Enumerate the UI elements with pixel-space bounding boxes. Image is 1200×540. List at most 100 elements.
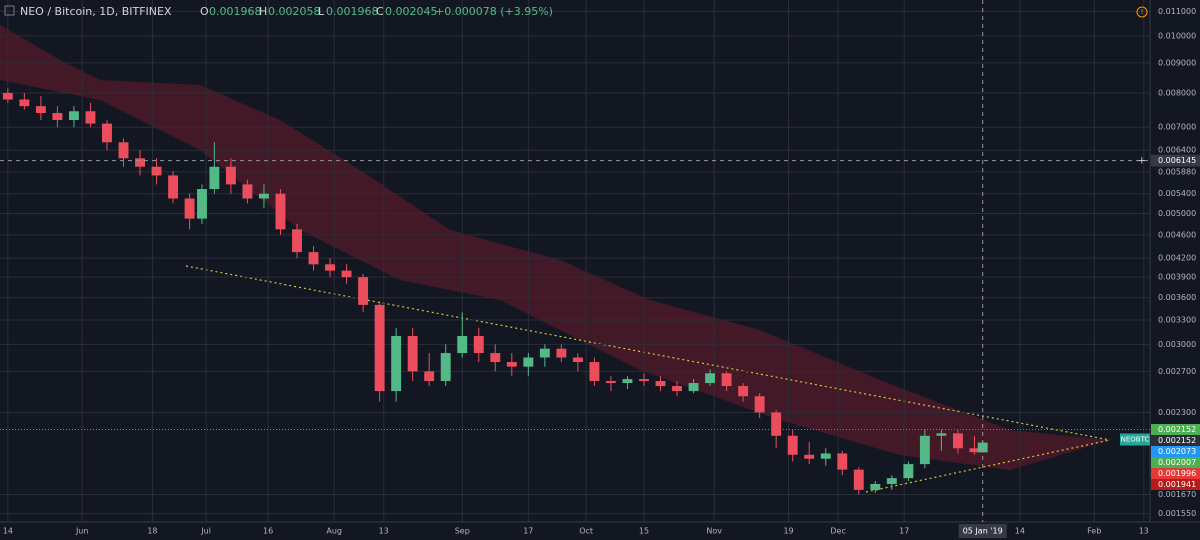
price-marker: [1151, 468, 1200, 480]
x-tick-label: Sep: [455, 527, 470, 536]
x-tick-label: 14: [1015, 527, 1025, 536]
x-tick-label: 13: [379, 527, 389, 536]
ohlc-value: 0.002058: [268, 5, 321, 18]
crosshair-price: 0.006145: [1158, 156, 1196, 165]
candle-body: [539, 348, 550, 358]
candle-body: [35, 106, 46, 113]
ohlc-value: 0.001968: [209, 5, 262, 18]
crosshair-price-box: [1151, 154, 1200, 167]
y-tick-label: 0.001670: [1158, 490, 1196, 499]
candle-body: [135, 158, 145, 167]
candle-body: [639, 379, 649, 382]
symbol-label: NEOBTC: [1121, 436, 1150, 444]
y-tick-label: 0.007000: [1158, 123, 1196, 132]
y-tick-label: 0.005000: [1158, 209, 1196, 218]
candle-body: [184, 198, 195, 219]
price-marker-label: 0.002152: [1158, 436, 1196, 445]
price-marker-label: 0.002152: [1158, 425, 1196, 434]
candle-body: [168, 175, 179, 199]
x-tick-label: Aug: [326, 527, 342, 536]
x-tick-label: Jul: [200, 527, 211, 536]
candle-body: [853, 469, 864, 490]
x-tick-label: 19: [783, 527, 793, 536]
candle-body: [837, 453, 848, 470]
candle-body: [424, 371, 435, 382]
candle-body: [655, 381, 666, 387]
info-icon-mark: !: [1141, 8, 1144, 16]
candle-body: [2, 93, 13, 100]
candle-body: [209, 166, 220, 190]
candle-body: [705, 373, 716, 384]
crosshair-plus: +: [1138, 156, 1146, 167]
y-tick-label: 0.003900: [1158, 273, 1196, 282]
symbol-box: [1120, 433, 1150, 446]
candle-body: [556, 348, 567, 358]
candle-body: [341, 270, 352, 278]
candle-body: [721, 373, 732, 387]
x-tick-label: 17: [523, 527, 533, 536]
y-tick-label: 0.011000: [1158, 7, 1196, 16]
candle-body: [688, 383, 699, 392]
candle-body: [936, 433, 947, 436]
x-tick-label: 18: [147, 527, 157, 536]
candle-body: [605, 381, 616, 384]
x-tick-label: Feb: [1087, 527, 1101, 536]
plot: [0, 0, 1150, 522]
crosshair-date: 05 Jan '19: [963, 527, 1003, 536]
price-marker-label: 0.002007: [1158, 458, 1196, 467]
info-icon[interactable]: [1136, 6, 1148, 18]
candle-body: [19, 99, 30, 107]
y-tick-label: 0.005880: [1158, 167, 1196, 176]
y-tick-label: 0.002700: [1158, 367, 1196, 376]
candle-body: [275, 193, 286, 230]
candle-body: [358, 277, 369, 305]
trend-line: [865, 439, 1111, 493]
ichimoku-cloud: [0, 25, 1110, 470]
ohlc-value: 0.001968: [326, 5, 379, 18]
ohlc-change: +0.000078 (+3.95%): [435, 5, 553, 18]
candle-body: [820, 453, 831, 459]
candle-body: [102, 123, 112, 143]
candle-body: [771, 412, 782, 436]
candle-body: [473, 335, 484, 354]
candle-body: [457, 335, 468, 354]
candle-body: [738, 386, 749, 397]
candle-body: [903, 464, 914, 479]
x-tick-label: 16: [263, 527, 273, 536]
x-tick-label: Nov: [706, 527, 722, 536]
y-tick-label: 0.004200: [1158, 254, 1196, 263]
price-marker: [1151, 457, 1200, 469]
candle-body: [977, 442, 988, 453]
x-tick-label: Jun: [75, 527, 89, 536]
candle-body: [523, 357, 534, 367]
candle-body: [308, 252, 319, 265]
ohlc-label: O: [200, 5, 209, 18]
ohlc-label: L: [318, 5, 325, 18]
y-tick-label: 0.006400: [1158, 146, 1196, 155]
x-tick-label: Dec: [830, 527, 845, 536]
candle-body: [969, 448, 980, 453]
candle-body: [391, 335, 402, 392]
candle-body: [242, 184, 253, 199]
symbol-title[interactable]: NEO / Bitcoin, 1D, BITFINEX: [20, 5, 172, 18]
candle-body: [151, 166, 162, 176]
candle-body: [919, 435, 930, 465]
candle-body: [52, 112, 63, 121]
candle-body: [85, 111, 96, 124]
candle-body: [440, 353, 451, 382]
x-tick-label: Oct: [579, 527, 593, 536]
y-tick-label: 0.002300: [1158, 408, 1196, 417]
y-tick-label: 0.008000: [1158, 89, 1196, 98]
collapse-icon[interactable]: [4, 5, 15, 16]
candle-body: [754, 396, 765, 413]
crosshair-date-box: [958, 524, 1007, 538]
candle-body: [870, 483, 881, 490]
candle-body: [952, 433, 963, 449]
candle-body: [292, 229, 302, 253]
x-tick-label: 14: [3, 527, 13, 536]
trend-line: [185, 265, 1111, 441]
candle-body: [197, 189, 207, 219]
candle-body: [325, 264, 336, 271]
y-tick-label: 0.003300: [1158, 315, 1196, 324]
